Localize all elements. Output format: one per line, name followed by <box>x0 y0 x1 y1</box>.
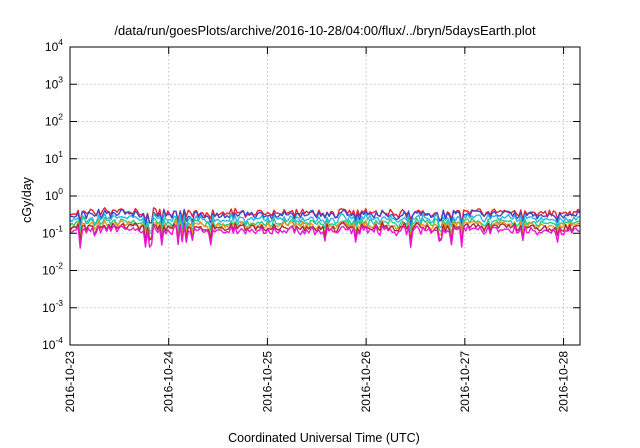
series-line-4 <box>69 216 581 237</box>
y-tick-label: 103 <box>45 74 63 91</box>
y-tick-label: 104 <box>45 37 63 54</box>
x-tick-label: 2016-10-28 <box>557 351 571 413</box>
series-lines <box>69 207 581 249</box>
x-tick-label: 2016-10-25 <box>260 351 274 413</box>
chart-title: /data/run/goesPlots/archive/2016-10-28/0… <box>114 23 536 38</box>
x-tick-label: 2016-10-27 <box>458 351 472 413</box>
tick-marks <box>69 46 580 346</box>
series-line-3 <box>69 212 581 233</box>
y-tick-labels: 10-4 10-3 10-2 10-1 100 101 102 103 104 <box>42 37 63 352</box>
y-tick-label: 101 <box>45 149 63 166</box>
y-tick-label: 10-3 <box>42 298 63 315</box>
gridlines <box>70 47 580 345</box>
y-tick-label: 10-1 <box>42 223 63 240</box>
x-tick-labels: 2016-10-23 2016-10-24 2016-10-25 2016-10-26… <box>63 351 571 413</box>
x-tick-label: 2016-10-26 <box>359 351 373 413</box>
x-axis-label: Coordinated Universal Time (UTC) <box>228 431 420 445</box>
x-tick-label: 2016-10-23 <box>63 351 77 413</box>
y-tick-label: 100 <box>45 186 63 203</box>
series-line-2 <box>69 208 581 227</box>
y-axis-label: cGy/day <box>20 176 34 223</box>
series-line-7 <box>69 224 581 249</box>
x-tick-label: 2016-10-24 <box>162 351 176 413</box>
y-tick-label: 10-2 <box>42 261 63 278</box>
y-tick-label: 10-4 <box>42 335 63 352</box>
y-tick-label: 102 <box>45 112 63 129</box>
